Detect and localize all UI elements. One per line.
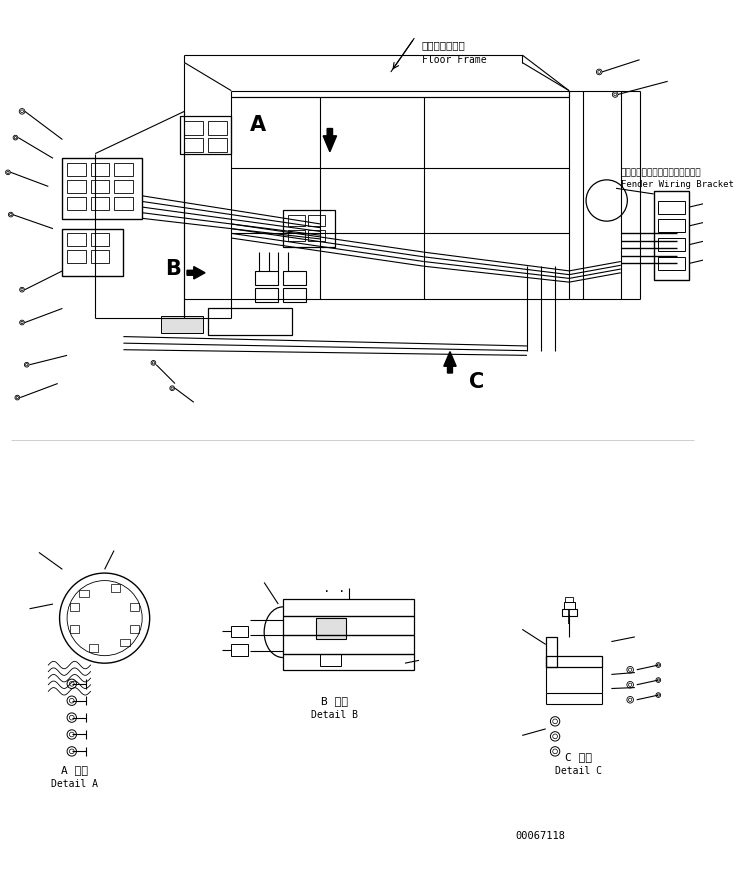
Text: Detail A: Detail A — [51, 780, 98, 789]
Bar — [130, 625, 139, 633]
Text: フロアフレーム: フロアフレーム — [422, 41, 465, 51]
Text: A: A — [250, 115, 266, 135]
Bar — [563, 602, 574, 608]
Bar — [283, 271, 307, 285]
Bar — [111, 585, 120, 592]
Bar — [130, 603, 139, 611]
Bar — [208, 137, 227, 152]
Text: フェンダワイヤリングブラケット: フェンダワイヤリングブラケット — [621, 168, 702, 177]
Bar — [231, 626, 248, 637]
Bar — [658, 257, 684, 270]
Bar — [67, 197, 86, 210]
Bar — [180, 116, 231, 154]
Bar — [654, 191, 690, 281]
Text: Floor Frame: Floor Frame — [422, 55, 486, 65]
Bar — [308, 230, 325, 241]
Bar — [70, 625, 79, 633]
Bar — [62, 229, 123, 275]
Bar — [658, 238, 684, 251]
Text: Fender Wiring Bracket: Fender Wiring Bracket — [621, 180, 734, 189]
Bar — [283, 288, 307, 302]
Bar — [62, 158, 142, 219]
Bar — [91, 163, 109, 176]
Bar — [114, 180, 133, 193]
Bar — [255, 271, 278, 285]
Bar — [320, 654, 341, 666]
Text: C: C — [469, 371, 484, 392]
Bar — [565, 597, 573, 602]
Bar — [185, 121, 203, 135]
Bar — [67, 163, 86, 176]
Text: A 詳細: A 詳細 — [61, 765, 88, 775]
Text: B 詳細: B 詳細 — [321, 696, 348, 705]
Bar — [67, 233, 86, 246]
Bar — [288, 230, 304, 241]
Bar — [562, 608, 577, 616]
Bar — [91, 180, 109, 193]
Text: 00067118: 00067118 — [515, 831, 565, 841]
Bar — [283, 210, 334, 247]
Bar — [89, 644, 99, 652]
Bar — [185, 137, 203, 152]
Polygon shape — [444, 351, 456, 373]
Text: . .: . . — [323, 581, 346, 594]
Bar — [67, 250, 86, 263]
Bar — [114, 163, 133, 176]
Bar — [91, 233, 109, 246]
Bar — [161, 316, 203, 333]
Bar — [316, 618, 346, 639]
Text: Detail B: Detail B — [311, 710, 358, 720]
Bar — [91, 250, 109, 263]
Bar — [255, 288, 278, 302]
Text: C 詳細: C 詳細 — [565, 752, 592, 762]
Bar — [546, 637, 557, 667]
Text: Detail C: Detail C — [555, 766, 602, 776]
Bar — [70, 603, 79, 611]
Bar — [283, 600, 414, 669]
Bar — [67, 180, 86, 193]
Bar — [114, 197, 133, 210]
Polygon shape — [187, 267, 205, 279]
Text: B: B — [165, 259, 182, 279]
Bar — [208, 121, 227, 135]
Bar — [79, 590, 89, 598]
Polygon shape — [323, 128, 337, 152]
Bar — [308, 215, 325, 225]
Bar — [658, 219, 684, 232]
Bar — [546, 656, 602, 667]
Bar — [120, 639, 130, 646]
Bar — [231, 644, 248, 656]
Bar — [288, 215, 304, 225]
Bar — [658, 200, 684, 213]
Bar — [208, 309, 292, 335]
Bar — [91, 197, 109, 210]
